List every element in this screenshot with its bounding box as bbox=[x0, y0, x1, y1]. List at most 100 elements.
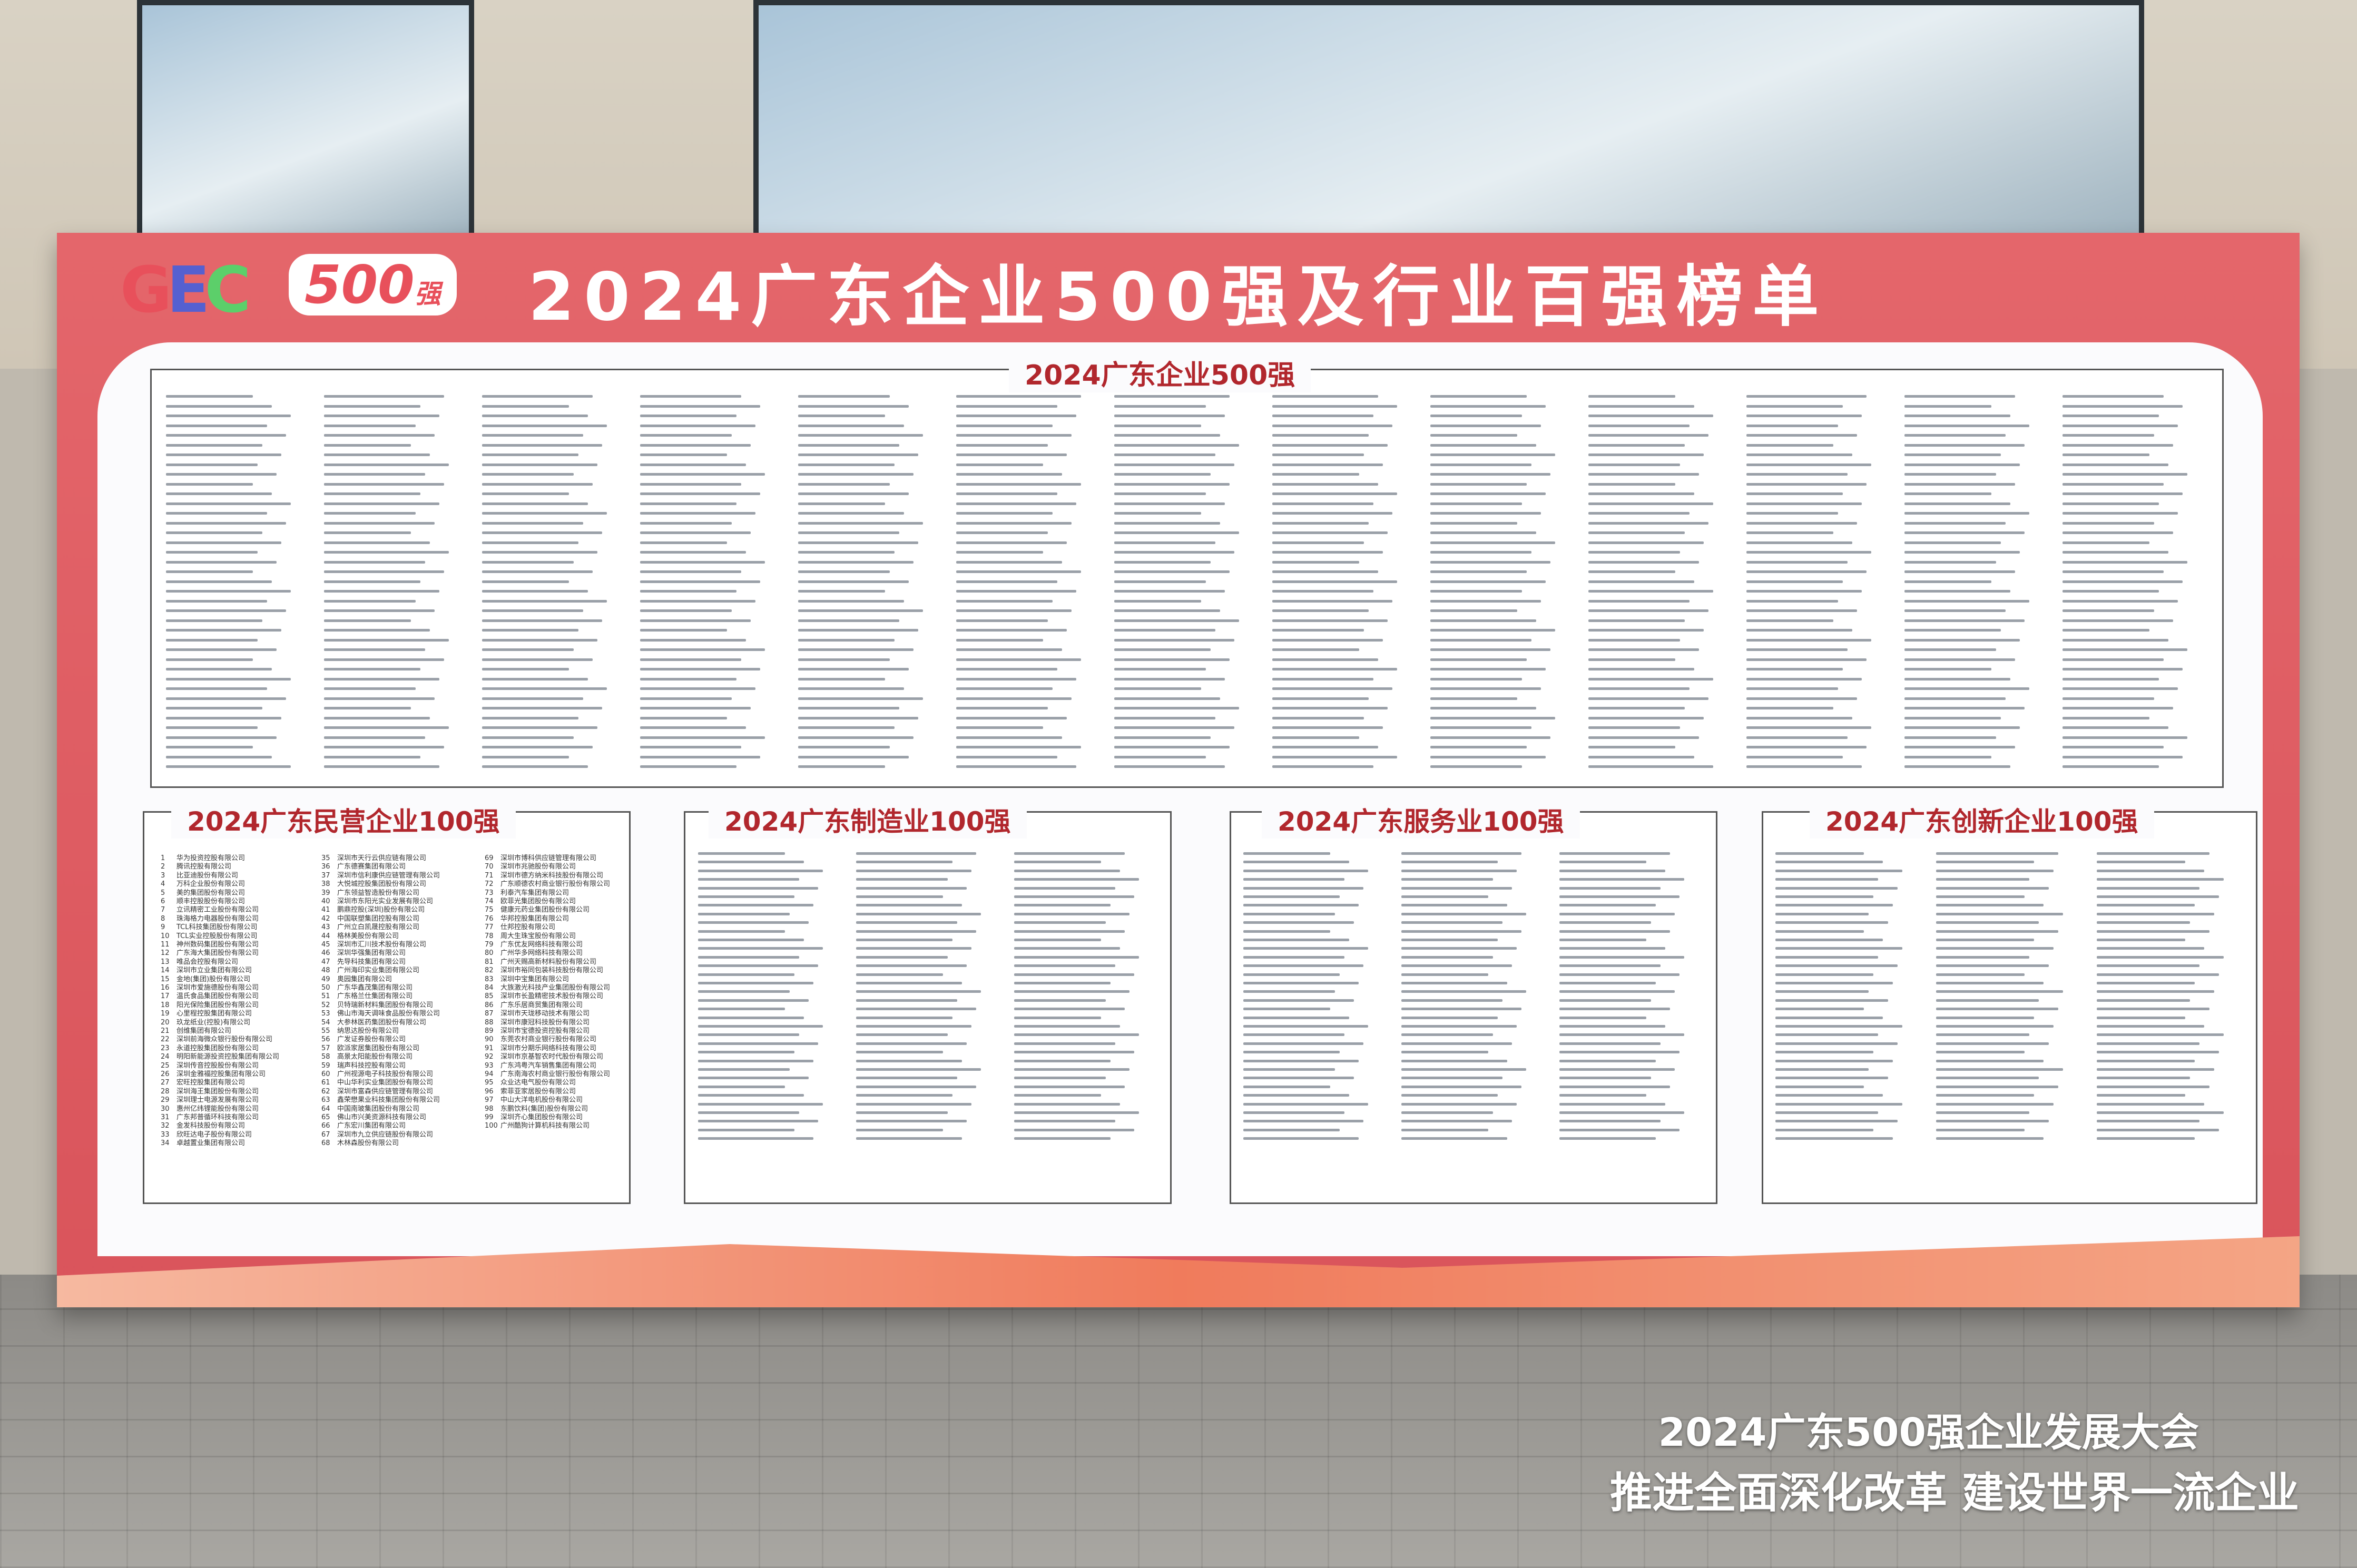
list-entry-line bbox=[1746, 638, 1871, 642]
list-panel: 2024广东企业500强 2024广东民营企业100强 2024广东制造业100… bbox=[97, 342, 2263, 1256]
list-entry-line bbox=[1904, 707, 2025, 709]
list-item: 42 中国联塑集团控股有限公司 bbox=[321, 914, 420, 923]
list-entry-line bbox=[166, 599, 267, 603]
list-entry-line bbox=[1430, 443, 1536, 447]
list-entry-line bbox=[324, 687, 416, 690]
list-entry-line bbox=[482, 648, 574, 651]
guangdong-500-logo: 500强 bbox=[289, 254, 457, 315]
list-entry-line bbox=[798, 570, 890, 573]
list-entry-line bbox=[324, 570, 444, 573]
list-entry-line bbox=[1014, 921, 1106, 924]
list-entry-line bbox=[640, 512, 755, 515]
list-entry-line bbox=[482, 755, 569, 758]
list-entry-line bbox=[1272, 599, 1392, 603]
list-entry-line bbox=[1243, 973, 1340, 976]
list-entry-line bbox=[640, 415, 736, 417]
list-entry-line bbox=[1272, 395, 1378, 398]
list-entry-line bbox=[324, 609, 435, 612]
list-entry-line bbox=[1746, 746, 1867, 748]
list-entry-line bbox=[1559, 852, 1670, 855]
list-item: 63 鑫荣懋果业科技集团股份有限公司 bbox=[321, 1096, 440, 1104]
list-entry-line bbox=[640, 648, 765, 651]
list-entry-line bbox=[1272, 658, 1378, 661]
list-entry-line bbox=[956, 609, 1072, 612]
list-entry-line bbox=[1936, 1111, 2029, 1114]
list-entry-line bbox=[1936, 955, 2029, 959]
list-item: 97 中山大洋电机股份有限公司 bbox=[485, 1096, 583, 1104]
list-entry-line bbox=[956, 531, 1048, 534]
list-entry-line bbox=[1936, 1033, 2029, 1037]
list-entry-line bbox=[1014, 1137, 1111, 1140]
list-entry-line bbox=[698, 1120, 818, 1123]
list-entry-line bbox=[1746, 502, 1862, 505]
list-entry-line bbox=[1114, 541, 1215, 544]
list-entry-line bbox=[1272, 736, 1359, 739]
list-entry-line bbox=[1936, 904, 2044, 907]
list-entry-line bbox=[2063, 570, 2164, 573]
list-entry-line bbox=[956, 560, 1062, 564]
list-entry-line bbox=[324, 512, 416, 515]
list-entry-line bbox=[1401, 947, 1517, 950]
list-entry-line bbox=[640, 502, 736, 505]
list-entry-line bbox=[1746, 424, 1838, 427]
list-entry-line bbox=[1401, 982, 1507, 984]
list-entry-line bbox=[798, 482, 890, 486]
list-entry-line bbox=[1775, 1025, 1902, 1028]
list-entry-line bbox=[482, 395, 593, 398]
list-entry-line bbox=[166, 502, 291, 505]
list-entry-line bbox=[1430, 453, 1555, 456]
list-item: 7 立讯精密工业股份有限公司 bbox=[161, 906, 259, 914]
list-entry-line bbox=[640, 677, 736, 681]
list-entry-line bbox=[2097, 1128, 2219, 1131]
list-entry-line bbox=[956, 570, 1081, 573]
list-entry-line bbox=[1243, 930, 1330, 933]
list-entry-line bbox=[640, 482, 741, 486]
list-entry-line bbox=[1588, 648, 1699, 651]
list-entry-line bbox=[640, 638, 746, 642]
list-entry-line bbox=[1746, 580, 1843, 583]
list-item: 86 广东乐居商贸集团有限公司 bbox=[485, 1001, 583, 1009]
list-entry-line bbox=[956, 590, 1076, 593]
list-entry-line bbox=[698, 1128, 794, 1131]
list-entry-line bbox=[1904, 424, 2029, 427]
list-entry-line bbox=[640, 424, 755, 427]
list-entry-line bbox=[798, 434, 923, 437]
list-entry-line bbox=[1401, 1016, 1498, 1019]
list-entry-line bbox=[2063, 726, 2168, 729]
list-item: 21 创维集团有限公司 bbox=[161, 1027, 232, 1035]
list-entry-line bbox=[798, 677, 885, 681]
list-entry-line bbox=[2063, 395, 2164, 398]
list-entry-line bbox=[956, 482, 1081, 486]
list-entry-line bbox=[1272, 512, 1392, 515]
list-entry-line bbox=[1775, 930, 1864, 933]
list-entry-line bbox=[956, 697, 1072, 700]
list-entry-line bbox=[956, 619, 1048, 622]
list-entry-line bbox=[1559, 895, 1680, 898]
list-entry-line bbox=[1401, 1033, 1493, 1037]
list-entry-line bbox=[1243, 939, 1349, 941]
list-entry-line bbox=[956, 746, 1081, 748]
list-entry-line bbox=[1401, 1077, 1502, 1080]
list-entry-line bbox=[1430, 570, 1527, 573]
list-item: 96 索菲亚家居股份有限公司 bbox=[485, 1087, 576, 1096]
list-item: 91 深圳市分期乐网络科技有限公司 bbox=[485, 1044, 597, 1052]
list-entry-line bbox=[856, 1042, 967, 1045]
list-entry-line bbox=[1243, 1059, 1359, 1062]
list-item: 3 比亚迪股份有限公司 bbox=[161, 871, 239, 880]
list-entry-line bbox=[1243, 1077, 1354, 1080]
list-entry-line bbox=[1775, 1042, 1898, 1045]
list-entry-line bbox=[1243, 1120, 1363, 1123]
list-entry-line bbox=[1430, 531, 1536, 534]
list-entry-line bbox=[798, 746, 890, 748]
list-entry-line bbox=[1243, 1016, 1349, 1019]
list-entry-line bbox=[698, 1051, 794, 1054]
list-entry-line bbox=[1401, 1094, 1498, 1097]
list-entry-line bbox=[1746, 599, 1838, 603]
list-entry-line bbox=[956, 668, 1057, 670]
list-item: 62 深圳市富森供应链管理有限公司 bbox=[321, 1087, 434, 1096]
list-entry-line bbox=[324, 746, 444, 748]
list-entry-line bbox=[1588, 502, 1713, 505]
list-item: 70 深圳市兆驰股份有限公司 bbox=[485, 863, 576, 871]
list-entry-line bbox=[1401, 1111, 1493, 1114]
list-entry-line bbox=[482, 482, 593, 486]
